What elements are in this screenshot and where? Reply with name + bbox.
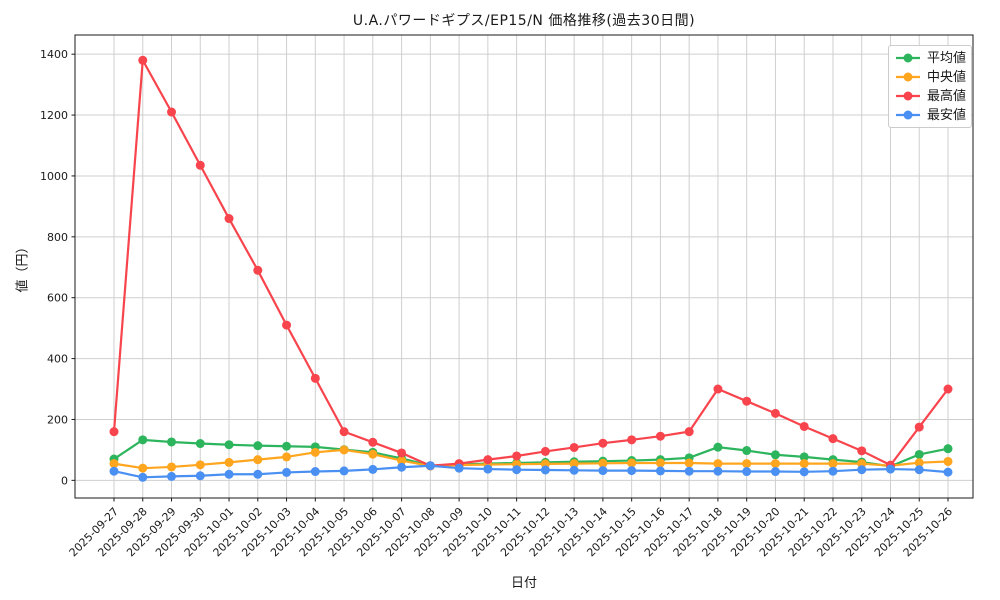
legend-item-average: 平均値	[894, 49, 971, 67]
legend-marker-median	[896, 72, 920, 82]
svg-text:200: 200	[47, 413, 68, 426]
legend-marker-average	[896, 53, 920, 63]
legend: 平均値 中央値 最高値 最安値	[888, 45, 972, 128]
legend-label-max: 最高値	[927, 88, 967, 104]
gridlines	[75, 35, 973, 498]
svg-text:1200: 1200	[40, 109, 68, 122]
series-max	[109, 55, 953, 471]
chart-title: U.A.パワードギプス/EP15/N 価格推移(過去30日間)	[352, 13, 696, 29]
legend-marker-max	[896, 91, 920, 101]
x-axis-label: 日付	[510, 576, 537, 591]
axes-frame	[74, 34, 974, 499]
svg-text:400: 400	[47, 353, 68, 366]
y-axis-ticks: 0 200 400 600 800 1000 1200 1400	[40, 48, 75, 487]
legend-label-min: 最安値	[927, 107, 967, 123]
legend-label-median: 中央値	[927, 69, 967, 85]
svg-text:1000: 1000	[40, 170, 68, 183]
x-axis-ticks: 2025-09-272025-09-282025-09-292025-09-30…	[67, 498, 955, 559]
svg-text:800: 800	[47, 231, 68, 244]
series-min	[109, 461, 953, 482]
svg-text:0: 0	[61, 474, 68, 487]
legend-item-max: 最高値	[894, 87, 971, 105]
legend-item-median: 中央値	[894, 68, 971, 86]
svg-text:1400: 1400	[40, 48, 68, 61]
legend-marker-min	[896, 110, 920, 120]
legend-item-min: 最安値	[894, 106, 971, 124]
legend-label-average: 平均値	[927, 50, 967, 66]
svg-text:600: 600	[47, 292, 68, 305]
